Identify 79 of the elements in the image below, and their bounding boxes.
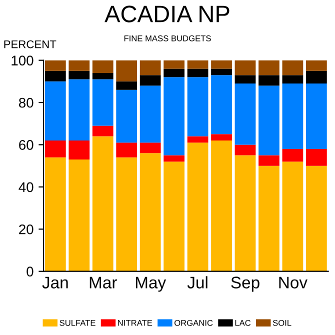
bar [234, 84, 256, 145]
x-tick-label: Jan [42, 276, 68, 288]
bar [234, 155, 256, 272]
bar [187, 136, 208, 143]
bar [116, 60, 138, 82]
bar [44, 157, 66, 272]
bar [92, 136, 114, 272]
y-tick-label: 40 [18, 182, 34, 192]
bar [164, 60, 184, 69]
y-tick-label: 100 [12, 56, 34, 66]
bar [306, 84, 327, 149]
bar [44, 60, 66, 71]
bar [140, 75, 161, 86]
bar [234, 144, 256, 156]
bar [306, 166, 327, 272]
bar [92, 60, 114, 73]
bar [92, 126, 114, 136]
chart-title: ACADIA NP [104, 6, 230, 22]
y-axis-title: PERCENT [4, 40, 56, 48]
bar [258, 155, 280, 166]
y-tick-label: 80 [18, 98, 34, 108]
y-tick-label: 20 [19, 224, 34, 234]
bar [116, 157, 138, 272]
y-tick-label: 0 [26, 266, 34, 277]
legend-label: SOIL [272, 320, 292, 326]
bar [306, 70, 327, 84]
bar [92, 72, 114, 80]
bar [164, 162, 184, 272]
bar [116, 90, 138, 143]
bar [211, 75, 232, 134]
bar [187, 142, 208, 272]
bar [282, 60, 304, 76]
x-tick-label: Mar [90, 276, 117, 288]
bar [68, 70, 90, 80]
bar [258, 86, 280, 156]
bar [164, 155, 184, 162]
bar [164, 77, 184, 156]
bar [92, 79, 114, 126]
bar [68, 159, 90, 272]
y-tick-label: 60 [19, 140, 34, 150]
bar [306, 148, 327, 166]
bar [211, 140, 232, 272]
bar [187, 77, 208, 136]
bar [234, 75, 256, 84]
legend-label: NITRATE [118, 320, 152, 326]
bar [44, 140, 66, 158]
x-tick-label: Nov [279, 276, 308, 288]
x-tick-label: May [136, 276, 166, 292]
bar [258, 75, 280, 86]
bar [282, 75, 304, 84]
chart-subtitle: FINE MASS BUDGETS [124, 35, 211, 42]
bar [187, 60, 208, 69]
bar [68, 140, 90, 160]
bar [164, 68, 184, 78]
bar [211, 60, 232, 69]
bar [68, 79, 90, 140]
bar [234, 60, 256, 76]
bar [44, 81, 66, 140]
bar [282, 162, 304, 272]
bar [187, 68, 208, 78]
bar [211, 68, 232, 76]
bar [68, 60, 90, 71]
bar [211, 134, 232, 140]
bar [258, 60, 280, 76]
bar [116, 81, 138, 90]
legend-label: ORGANIC [174, 320, 213, 326]
bar [282, 148, 304, 162]
legend-label: SULFATE [60, 320, 96, 326]
bar [116, 142, 138, 158]
bar [282, 84, 304, 149]
bar [140, 142, 161, 154]
x-tick-label: Jul [187, 276, 208, 288]
bar [306, 60, 327, 71]
x-tick-label: Sep [231, 276, 260, 292]
bar [140, 153, 161, 272]
legend-label: LAC [235, 320, 251, 326]
bar [140, 86, 161, 143]
bar [140, 60, 161, 76]
bar [258, 166, 280, 272]
